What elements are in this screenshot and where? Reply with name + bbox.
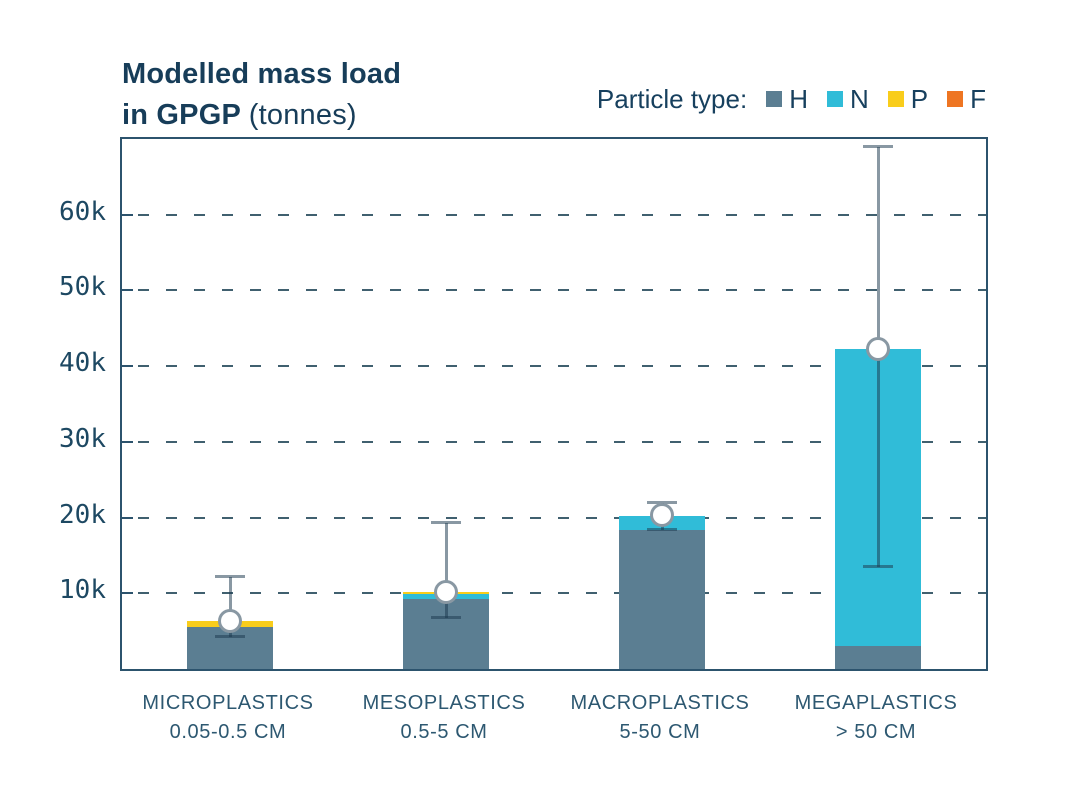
- legend-label-H: H: [789, 83, 808, 114]
- error-marker-macroplastics: [650, 503, 674, 528]
- error-cap-low-mesoplastics: [431, 616, 461, 620]
- gridline-10k: [138, 592, 986, 595]
- legend-label-P: P: [910, 83, 929, 114]
- x-axis-label-macroplastics: MACROPLASTICS 5-50 CM: [535, 689, 785, 747]
- error-cap-low-macroplastics: [647, 527, 677, 531]
- gridline-60k: [138, 213, 986, 216]
- y-tick-label-40k: 40k: [59, 348, 106, 379]
- y-tick-label-20k: 20k: [59, 499, 106, 530]
- y-axis-tick-60k: [122, 213, 133, 216]
- error-marker-microplastics: [218, 608, 242, 633]
- legend-title: Particle type:: [596, 83, 748, 114]
- error-cap-low-microplastics: [215, 635, 245, 639]
- category-name: MESOPLASTICS: [362, 692, 526, 714]
- gridline-20k: [138, 516, 986, 519]
- y-tick-label-60k: 60k: [59, 196, 106, 227]
- error-cap-high-macroplastics: [647, 501, 677, 505]
- category-size-range: > 50 CM: [835, 721, 917, 743]
- x-axis-label-mesoplastics: MESOPLASTICS 0.5-5 CM: [319, 689, 569, 747]
- error-cap-low-megaplastics: [863, 564, 893, 568]
- chart-title-line2: in GPGP (tonnes): [122, 99, 357, 131]
- error-cap-high-mesoplastics: [431, 520, 461, 524]
- legend: Particle type: H N P F: [540, 83, 986, 115]
- legend-item-N: N: [826, 83, 869, 115]
- error-cap-high-megaplastics: [863, 144, 893, 148]
- category-size-range: 0.05-0.5 CM: [169, 721, 287, 743]
- y-tick-label-50k: 50k: [59, 272, 106, 303]
- legend-item-F: F: [947, 84, 986, 115]
- error-cap-high-microplastics: [215, 574, 245, 578]
- y-axis-tick-10k: [122, 592, 133, 595]
- category-size-range: 0.5-5 CM: [400, 721, 488, 743]
- legend-label-F: F: [970, 83, 986, 114]
- gridline-30k: [138, 440, 986, 443]
- legend-swatch-F-icon: [947, 91, 964, 107]
- category-size-range: 5-50 CM: [619, 721, 701, 743]
- x-axis-label-microplastics: MICROPLASTICS 0.05-0.5 CM: [103, 689, 353, 747]
- chart-title-line1: Modelled mass load: [122, 58, 402, 90]
- legend-item-P: P: [887, 83, 929, 115]
- bar-macroplastics-H: [619, 530, 705, 669]
- category-name: MACROPLASTICS: [570, 692, 750, 714]
- legend-swatch-P-icon: [887, 91, 904, 107]
- y-axis-tick-20k: [122, 516, 133, 519]
- category-name: MEGAPLASTICS: [794, 692, 958, 714]
- error-whisker-microplastics: [228, 576, 232, 638]
- y-axis-tick-40k: [122, 365, 133, 368]
- error-marker-mesoplastics: [434, 580, 458, 605]
- error-marker-megaplastics: [866, 336, 890, 361]
- chart-title: Modelled mass load in GPGP (tonnes): [122, 54, 401, 136]
- y-axis-tick-30k: [122, 440, 133, 443]
- y-tick-label-10k: 10k: [59, 575, 106, 606]
- legend-item-H: H: [766, 84, 808, 115]
- category-name: MICROPLASTICS: [142, 692, 314, 714]
- legend-swatch-H-icon: [766, 91, 783, 107]
- y-tick-label-30k: 30k: [59, 423, 106, 454]
- legend-swatch-N-icon: [826, 91, 843, 107]
- plot-area: [120, 137, 988, 671]
- legend-label-N: N: [849, 83, 869, 114]
- bar-megaplastics-H: [835, 646, 921, 669]
- gridline-40k: [138, 365, 986, 368]
- x-axis-label-megaplastics: MEGAPLASTICS > 50 CM: [751, 689, 1001, 747]
- gridline-50k: [138, 289, 986, 292]
- error-whisker-mesoplastics: [444, 522, 448, 619]
- y-axis-tick-50k: [122, 289, 133, 292]
